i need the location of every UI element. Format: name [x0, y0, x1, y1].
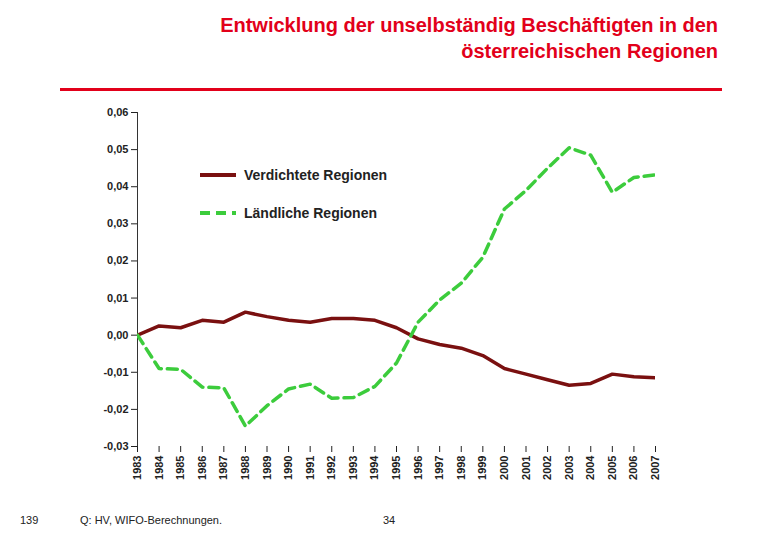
svg-text:1995: 1995 [390, 456, 402, 480]
svg-text:1987: 1987 [217, 456, 229, 480]
svg-text:-0,03: -0,03 [103, 440, 128, 452]
svg-text:1983: 1983 [131, 456, 143, 480]
svg-text:1986: 1986 [196, 456, 208, 480]
svg-text:2006: 2006 [627, 456, 639, 480]
svg-text:0,04: 0,04 [107, 180, 129, 192]
svg-text:0,02: 0,02 [107, 254, 128, 266]
html-text:Verdichtete Regionen: Verdichtete Regionen [244, 167, 388, 183]
html-text:Ländliche Regionen: Ländliche Regionen [244, 205, 377, 221]
svg-text:1996: 1996 [412, 456, 424, 480]
svg-text:1993: 1993 [347, 456, 359, 480]
svg-text:2007: 2007 [649, 456, 661, 480]
html-text:Entwicklung der unselbständig: Entwicklung der unselbständig Beschäftig… [220, 14, 718, 62]
svg-text:1991: 1991 [304, 456, 316, 480]
svg-text:1984: 1984 [153, 455, 165, 480]
svg-text:2000: 2000 [498, 456, 510, 480]
html-text:139: 139 [20, 514, 39, 526]
svg-text:1994: 1994 [368, 455, 380, 480]
svg-text:1992: 1992 [325, 456, 337, 480]
svg-text:0,06: 0,06 [107, 106, 128, 118]
svg-text:0,03: 0,03 [107, 217, 128, 229]
svg-text:-0,02: -0,02 [103, 403, 128, 415]
svg-text:0,00: 0,00 [107, 329, 128, 341]
svg-text:2003: 2003 [563, 456, 575, 480]
svg-text:0,05: 0,05 [107, 143, 128, 155]
svg-text:0,01: 0,01 [107, 292, 128, 304]
svg-text:2005: 2005 [606, 456, 618, 480]
svg-text:1990: 1990 [282, 456, 294, 480]
html-text:34: 34 [383, 514, 396, 526]
svg-text:2004: 2004 [584, 455, 596, 480]
svg-text:1999: 1999 [476, 456, 488, 480]
svg-text:1989: 1989 [261, 456, 273, 480]
svg-text:2002: 2002 [541, 456, 553, 480]
svg-text:1997: 1997 [433, 456, 445, 480]
svg-text:2001: 2001 [520, 456, 532, 480]
svg-text:1988: 1988 [239, 456, 251, 480]
svg-text:1998: 1998 [455, 456, 467, 480]
svg-text:1985: 1985 [174, 456, 186, 480]
svg-text:-0,01: -0,01 [103, 366, 128, 378]
html-text:Q: HV, WIFO-Berechnungen.: Q: HV, WIFO-Berechnungen. [80, 514, 222, 526]
